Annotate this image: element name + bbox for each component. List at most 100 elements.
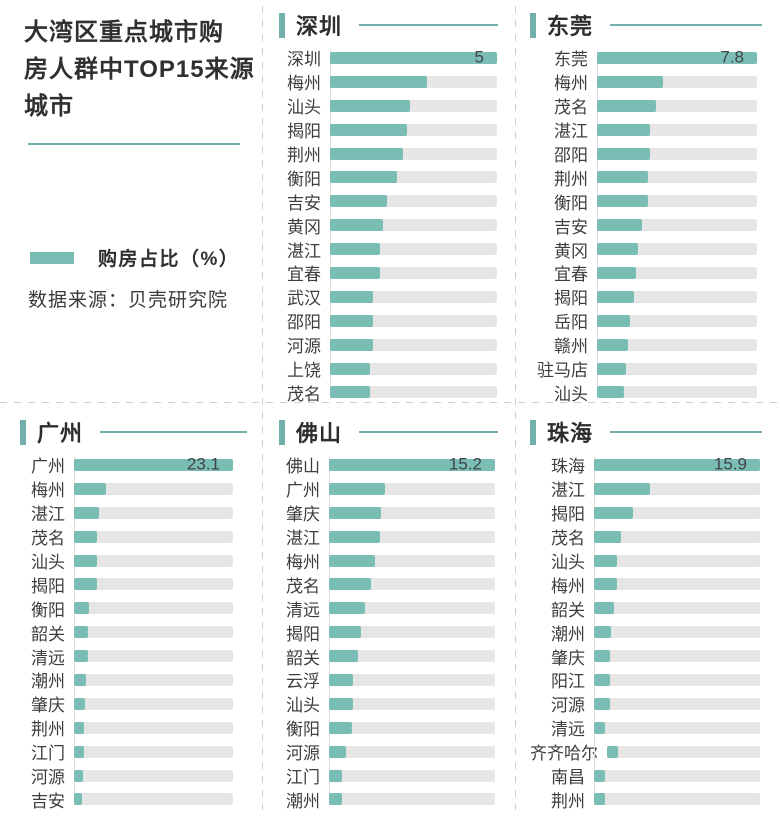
- category-label: 茂名: [286, 576, 320, 596]
- bar-fill: [329, 506, 382, 519]
- bar-fill: [74, 721, 84, 734]
- bar-row: 湛江: [20, 501, 265, 525]
- bar-fill: [607, 745, 618, 758]
- panel-title-rule: [610, 431, 762, 433]
- category-label: 肇庆: [286, 505, 320, 525]
- category-label: 驻马店: [537, 361, 588, 381]
- bar-row: 宜春: [279, 261, 516, 285]
- category-label: 邵阳: [554, 146, 588, 166]
- bar-fill: [329, 769, 343, 782]
- category-label: 衡阳: [31, 600, 65, 620]
- bar-track: [607, 745, 760, 758]
- bar-row: 揭阳: [279, 118, 516, 142]
- bar-track: [597, 338, 757, 351]
- category-label: 东莞: [554, 50, 588, 70]
- panel-divider-horizontal: [0, 402, 780, 403]
- category-label: 清远: [31, 648, 65, 668]
- bar-row: 肇庆: [530, 644, 780, 668]
- bar-fill: [597, 266, 636, 279]
- bar-track: 15.9: [594, 454, 760, 473]
- bar-fill: [597, 171, 649, 184]
- bar-track: [74, 769, 233, 782]
- data-source: 数据来源：贝壳研究院: [28, 290, 229, 311]
- bar-fill: [329, 793, 343, 806]
- bar-row: 潮州: [279, 787, 516, 811]
- bar-fill: [330, 75, 427, 88]
- bar-track: [329, 578, 495, 591]
- bar-track: [329, 602, 495, 615]
- bar-track: [330, 99, 497, 112]
- category-label: 赣州: [554, 337, 588, 357]
- panel-accent-bar: [530, 12, 536, 38]
- bar-row: 揭阳: [279, 620, 516, 644]
- category-label: 湛江: [31, 505, 65, 525]
- category-label: 黄冈: [554, 241, 588, 261]
- bar-track: [597, 147, 757, 160]
- bar-fill: [597, 147, 651, 160]
- bar-track: [74, 673, 233, 686]
- panel-title: 广州: [37, 421, 84, 446]
- bar-row: 肇庆: [20, 692, 265, 716]
- category-label: 河源: [31, 768, 65, 788]
- bar-fill: [594, 578, 617, 591]
- bar-fill: [594, 697, 610, 710]
- bar-track: [597, 314, 757, 327]
- bar-fill: [594, 506, 633, 519]
- bar-row: 岳阳: [530, 309, 780, 333]
- bar-fill: [74, 673, 86, 686]
- bar-track: [74, 793, 233, 806]
- bar-row: 梅州: [530, 70, 780, 94]
- bar-track: [329, 530, 495, 543]
- bar-row: 湛江: [530, 118, 780, 142]
- category-label: 佛山: [286, 457, 320, 477]
- panel-title-rule: [359, 431, 498, 433]
- bar-row: 茂名: [279, 572, 516, 596]
- bar-rows: 广州 23.1 梅州 湛江 茂名 汕头 揭阳 衡阳 韶关 清远 潮州 肇庆 荆州 江门 河源 吉安: [20, 453, 265, 811]
- category-label: 衡阳: [554, 193, 588, 213]
- category-label: 珠海: [551, 457, 585, 477]
- bar-track: [74, 506, 233, 519]
- bar-fill: [597, 314, 630, 327]
- bar-fill: [329, 697, 354, 710]
- bar-fill: [597, 51, 757, 64]
- bar-track: [330, 123, 497, 136]
- bar-value-label: 15.9: [713, 454, 747, 474]
- bar-row: 广州 23.1: [20, 453, 265, 477]
- panel-divider-vertical: [262, 6, 263, 810]
- bar-row: 赣州: [530, 333, 780, 357]
- panel-title: 佛山: [296, 421, 343, 446]
- category-label: 吉安: [287, 193, 321, 213]
- category-label: 揭阳: [551, 505, 585, 525]
- bar-fill: [329, 458, 495, 471]
- bar-fill: [330, 314, 374, 327]
- bar-track: [594, 578, 760, 591]
- category-label: 茂名: [31, 529, 65, 549]
- category-label: 吉安: [554, 217, 588, 237]
- bar-fill: [594, 602, 614, 615]
- bar-track: [329, 769, 495, 782]
- category-label: 江门: [31, 744, 65, 764]
- bar-track: [329, 650, 495, 663]
- bar-fill: [329, 602, 366, 615]
- category-label: 揭阳: [554, 289, 588, 309]
- bar-fill: [74, 506, 100, 519]
- bar-fill: [329, 482, 385, 495]
- bar-rows: 佛山 15.2 广州 肇庆 湛江 梅州 茂名 清远 揭阳 韶关 云浮 汕头 衡阳 河源 江门 潮州: [279, 453, 516, 811]
- bar-fill: [74, 530, 98, 543]
- bar-track: [594, 697, 760, 710]
- category-label: 深圳: [287, 50, 321, 70]
- bar-row: 汕头: [20, 549, 265, 573]
- bar-row: 深圳 5: [279, 46, 516, 70]
- bar-row: 潮州: [530, 620, 780, 644]
- bar-fill: [594, 626, 611, 639]
- bar-fill: [74, 458, 233, 471]
- bar-row: 汕头: [279, 94, 516, 118]
- panel-guangzhou: 广州 广州 23.1 梅州 湛江 茂名 汕头 揭阳 衡阳 韶关 清远 潮州 肇庆 荆州 江门 河源 吉安: [0, 403, 265, 819]
- bar-row: 江门: [279, 764, 516, 788]
- bar-fill: [329, 745, 347, 758]
- bar-track: [597, 195, 757, 208]
- bar-track: [74, 745, 233, 758]
- bar-row: 湛江: [279, 237, 516, 261]
- page-title-line: 城市: [24, 93, 74, 120]
- bar-track: [74, 602, 233, 615]
